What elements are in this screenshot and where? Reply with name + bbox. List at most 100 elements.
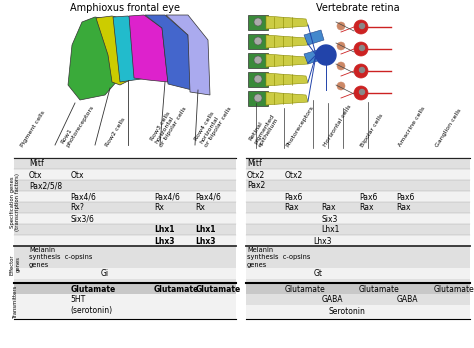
Circle shape [354, 20, 368, 34]
Circle shape [316, 45, 336, 65]
Text: Pax4/6: Pax4/6 [71, 192, 97, 201]
Polygon shape [96, 16, 134, 85]
Ellipse shape [254, 94, 262, 102]
Text: Rx: Rx [195, 204, 205, 213]
Ellipse shape [254, 18, 262, 26]
Text: Rx: Rx [154, 204, 164, 213]
Polygon shape [266, 16, 308, 29]
Text: Rax: Rax [284, 204, 299, 213]
Circle shape [359, 89, 365, 95]
Bar [246, 191, 470, 202]
Text: Rax: Rax [396, 204, 411, 213]
Text: Lhx3: Lhx3 [195, 237, 216, 245]
Polygon shape [248, 91, 268, 106]
Bar [246, 213, 470, 224]
Polygon shape [113, 16, 148, 82]
Text: Lhx1: Lhx1 [195, 226, 216, 235]
Text: Otx: Otx [71, 171, 84, 180]
Text: Transmitters: Transmitters [12, 284, 18, 318]
Text: Pax6: Pax6 [396, 192, 415, 201]
Text: Amacrine cells: Amacrine cells [397, 106, 426, 148]
Text: Glutamate: Glutamate [359, 285, 400, 293]
Text: Effector
genes: Effector genes [9, 254, 20, 275]
Text: Pax6: Pax6 [284, 192, 303, 201]
Polygon shape [129, 15, 168, 82]
Bar [14, 158, 236, 169]
Text: GABA: GABA [322, 295, 343, 304]
Text: Lhx3: Lhx3 [154, 237, 174, 245]
Polygon shape [248, 72, 268, 87]
Text: Bipolar cells: Bipolar cells [360, 113, 384, 148]
Text: Row4 cells
horizontal
or bipolar cells: Row4 cells horizontal or bipolar cells [193, 100, 232, 148]
Circle shape [359, 46, 365, 50]
Text: Horizontal cells: Horizontal cells [323, 104, 353, 148]
Text: Row3 cells
horizontal
or bipolar cells: Row3 cells horizontal or bipolar cells [149, 100, 188, 148]
Text: Ganglion cells: Ganglion cells [435, 108, 462, 148]
Text: Lhx1: Lhx1 [154, 226, 174, 235]
Bar [14, 235, 236, 246]
Circle shape [337, 62, 345, 70]
Text: Glutamate: Glutamate [71, 285, 116, 293]
Bar [14, 268, 236, 279]
Circle shape [337, 42, 345, 50]
Polygon shape [266, 54, 308, 67]
Text: Pax6: Pax6 [359, 192, 377, 201]
Polygon shape [248, 34, 268, 49]
Text: Lhx3: Lhx3 [313, 237, 332, 245]
Ellipse shape [254, 37, 262, 45]
Text: Six3: Six3 [322, 214, 338, 223]
Text: Rax: Rax [359, 204, 374, 213]
Bar [246, 180, 470, 191]
Circle shape [354, 42, 368, 56]
Bar [246, 224, 470, 235]
Ellipse shape [254, 75, 262, 83]
Bar [14, 224, 236, 235]
Polygon shape [145, 15, 192, 90]
Text: Otx2: Otx2 [284, 171, 302, 180]
Polygon shape [248, 15, 268, 30]
Bar [246, 158, 470, 169]
Text: 5HT
(serotonin): 5HT (serotonin) [71, 295, 113, 315]
Circle shape [354, 86, 368, 100]
Bar [14, 191, 236, 202]
Text: Lhx1: Lhx1 [322, 226, 340, 235]
Ellipse shape [254, 56, 262, 64]
Text: Melanin
synthesis  c-opsins
genes: Melanin synthesis c-opsins genes [29, 247, 92, 268]
Circle shape [354, 64, 368, 78]
Circle shape [337, 82, 345, 90]
Text: Rax: Rax [322, 204, 336, 213]
Bar [246, 283, 470, 294]
Text: Gt: Gt [313, 269, 322, 278]
Text: Mitf: Mitf [247, 159, 262, 168]
Text: Otx2: Otx2 [247, 171, 265, 180]
Text: Glutamate: Glutamate [154, 285, 199, 293]
Circle shape [337, 22, 345, 30]
Polygon shape [304, 49, 324, 64]
Bar [14, 279, 236, 283]
Bar [246, 246, 470, 268]
Bar [14, 169, 236, 180]
Text: Pax4/6: Pax4/6 [195, 192, 221, 201]
Polygon shape [266, 73, 308, 86]
Text: Photoreceptors: Photoreceptors [285, 105, 315, 148]
Polygon shape [248, 53, 268, 68]
Text: Row1
photoreceptors: Row1 photoreceptors [60, 101, 95, 148]
Text: Retinal
pigmented
epithelium: Retinal pigmented epithelium [248, 110, 280, 148]
Text: Pigment cells: Pigment cells [20, 110, 46, 148]
Text: Glutamate: Glutamate [195, 285, 241, 293]
Bar [246, 169, 470, 180]
Bar [14, 202, 236, 213]
Text: Vertebrate retina: Vertebrate retina [316, 3, 400, 13]
Circle shape [359, 24, 365, 29]
Text: GABA: GABA [396, 295, 418, 304]
Polygon shape [266, 35, 308, 48]
Text: Pax2/5/8: Pax2/5/8 [29, 182, 62, 190]
Bar [246, 235, 470, 246]
Bar [246, 202, 470, 213]
Text: Specification genes
(transcription factors): Specification genes (transcription facto… [9, 173, 20, 231]
Text: Glutamate: Glutamate [434, 285, 474, 293]
Polygon shape [68, 17, 118, 100]
Text: Amphioxus frontal eye: Amphioxus frontal eye [70, 3, 180, 13]
Polygon shape [304, 30, 324, 45]
Bar [14, 283, 236, 294]
